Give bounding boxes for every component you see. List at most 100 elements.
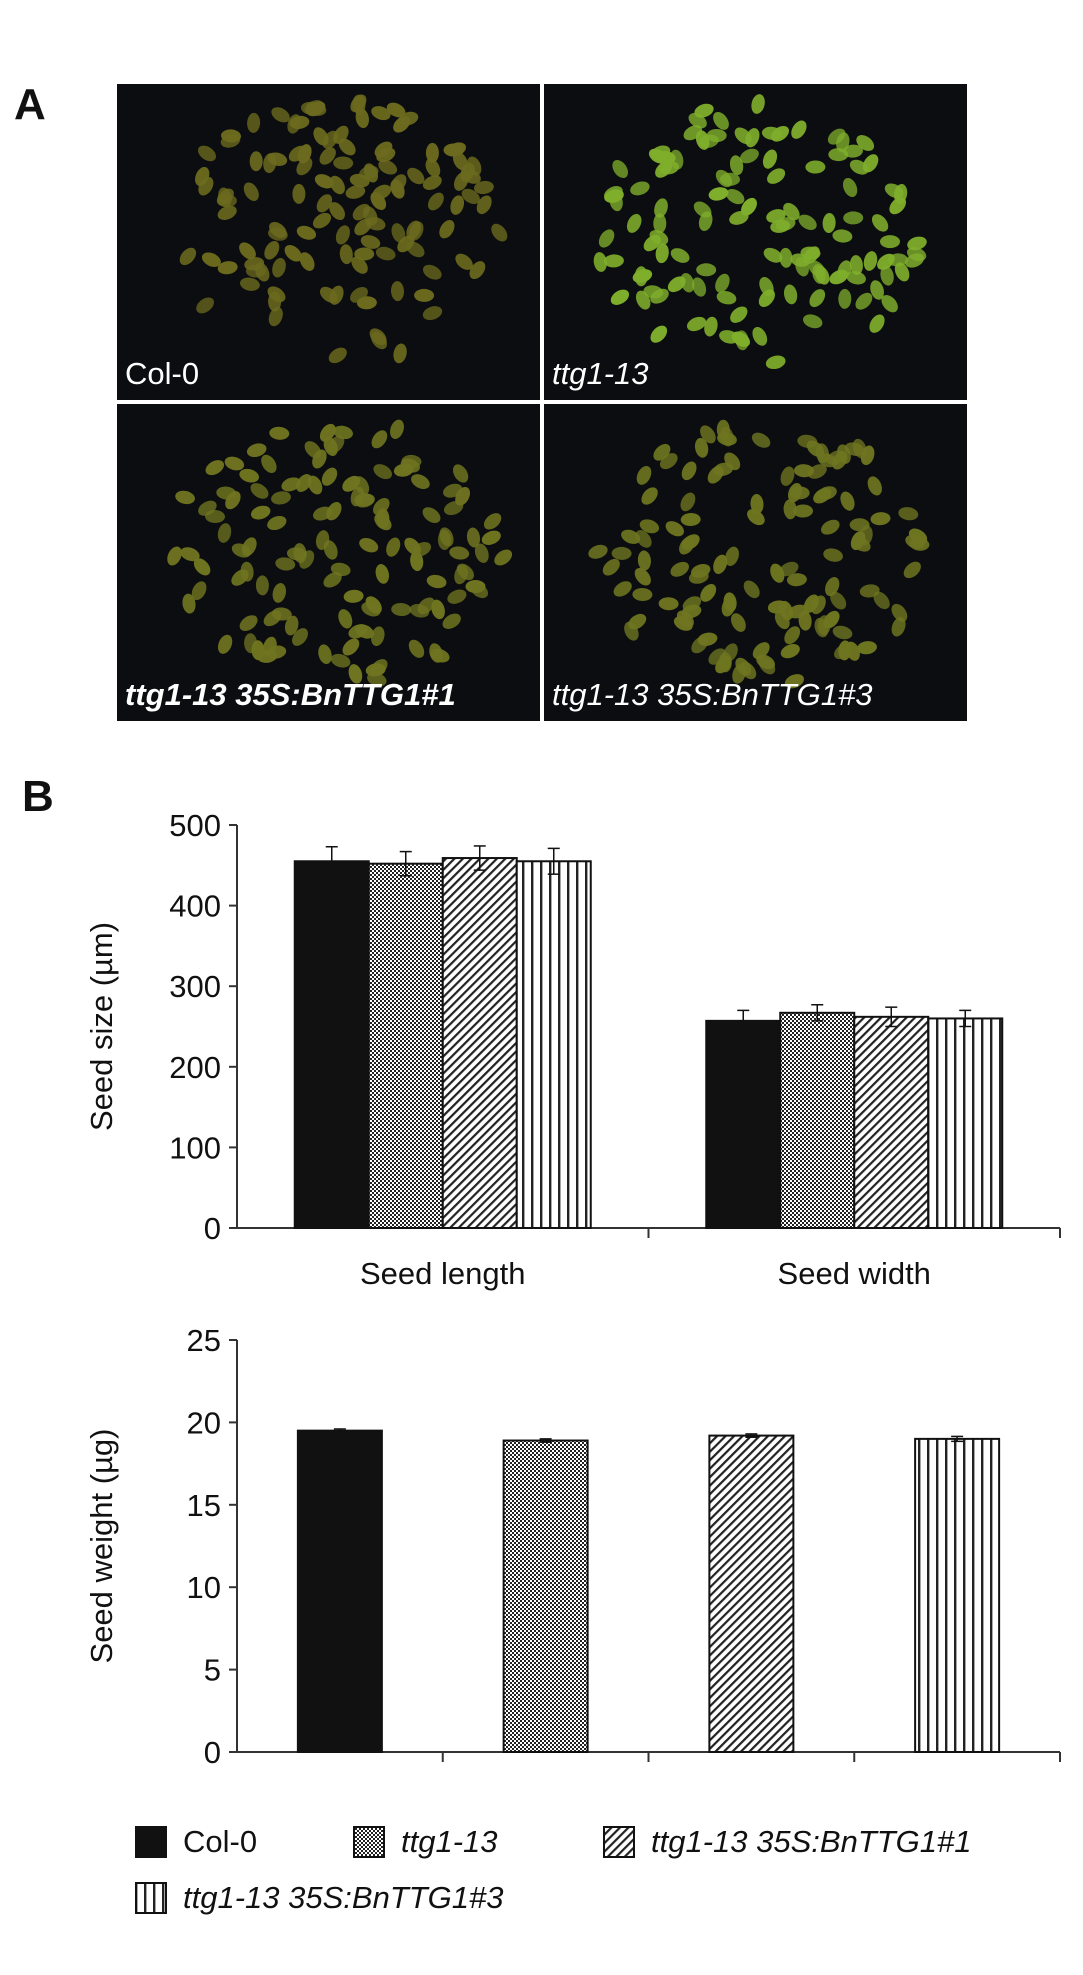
seed (243, 182, 259, 201)
y-tick-label: 25 (187, 1323, 221, 1358)
seed (217, 205, 237, 220)
seed (725, 546, 739, 566)
seed (696, 263, 717, 277)
seed (751, 432, 771, 448)
seed (292, 183, 306, 204)
seed (469, 261, 486, 280)
legend-label-bnttg1-3: ttg1-13 35S:BnTTG1#3 (183, 1880, 504, 1915)
seed (653, 213, 667, 234)
seed (808, 260, 826, 277)
seed (715, 655, 732, 674)
y-tick-label: 500 (169, 808, 221, 843)
seed (823, 548, 843, 562)
seed (765, 355, 786, 370)
y-tick-label: 20 (187, 1405, 221, 1440)
seed (333, 156, 354, 170)
seed (680, 512, 701, 527)
seed (729, 155, 744, 176)
seed (370, 659, 388, 676)
seed (822, 213, 836, 233)
seed (784, 674, 804, 689)
seed (825, 577, 840, 597)
seed (667, 276, 686, 293)
seed (240, 277, 260, 291)
seed (329, 175, 345, 195)
seed (798, 610, 812, 631)
seed (859, 525, 873, 546)
y-tick-label: 0 (204, 1735, 221, 1770)
seed (704, 316, 718, 337)
seed (780, 466, 795, 486)
seed (783, 499, 797, 520)
panel-a-letter: A (14, 80, 46, 129)
seed (632, 587, 653, 602)
seed (730, 613, 746, 632)
seed (371, 430, 388, 449)
seed (430, 648, 450, 663)
seed (491, 223, 508, 242)
seed (339, 244, 353, 265)
seed (636, 465, 652, 485)
seed (752, 642, 770, 660)
seed-photo-grid: Col-0 ttg1-13 ttg1-13 35S:BnTTG1#1 ttg1-… (117, 84, 967, 721)
seed (426, 574, 447, 589)
legend-item-bnttg1-1: ttg1-13 35S:BnTTG1#1 (603, 1822, 972, 1862)
seed (857, 641, 877, 655)
y-axis-label: Seed size (µm) (84, 922, 119, 1131)
seed (360, 235, 381, 249)
seed (349, 173, 370, 188)
seed-photo-col0: Col-0 (117, 84, 540, 400)
seed (611, 546, 632, 560)
seed (725, 189, 745, 205)
seed-photo-bnttg1-1: ttg1-13 35S:BnTTG1#1 (117, 404, 540, 721)
seed (217, 634, 233, 654)
seed (452, 151, 468, 171)
seed (602, 558, 620, 576)
seed (250, 483, 269, 499)
seed (390, 419, 404, 439)
seed (328, 435, 345, 454)
seed (201, 252, 221, 267)
seed (681, 461, 697, 481)
seed (328, 347, 347, 364)
seed (345, 185, 366, 199)
legend-label-bnttg1-1: ttg1-13 35S:BnTTG1#1 (651, 1824, 972, 1859)
seed (891, 617, 906, 637)
seed (263, 610, 282, 627)
seed (698, 211, 713, 232)
seed (167, 546, 182, 566)
seed (284, 615, 299, 636)
seed (867, 476, 882, 496)
seed (483, 513, 502, 530)
y-tick-label: 300 (169, 969, 221, 1004)
seed (720, 172, 740, 186)
seed (322, 130, 339, 149)
seed (832, 625, 853, 640)
seed (373, 464, 392, 480)
seed (828, 148, 849, 162)
seed (263, 636, 277, 657)
photo-label-col0: Col-0 (125, 356, 200, 391)
seed (793, 504, 813, 518)
seed (338, 138, 356, 156)
seed (245, 264, 266, 278)
seed (813, 487, 832, 504)
seed (179, 247, 197, 266)
seed (375, 246, 396, 261)
seed (842, 177, 858, 198)
seed (494, 549, 513, 566)
seed (195, 166, 210, 187)
seed (891, 603, 908, 622)
seed (342, 638, 360, 656)
seed (783, 202, 800, 221)
seed (225, 491, 241, 510)
seed (637, 550, 651, 571)
seed-photo-ttg1-13: ttg1-13 (544, 84, 967, 400)
seed (632, 269, 653, 283)
seed (815, 443, 830, 464)
seed (800, 246, 821, 260)
seed (641, 487, 658, 505)
seed (743, 580, 760, 599)
bar (515, 860, 592, 1230)
seed (794, 464, 814, 478)
